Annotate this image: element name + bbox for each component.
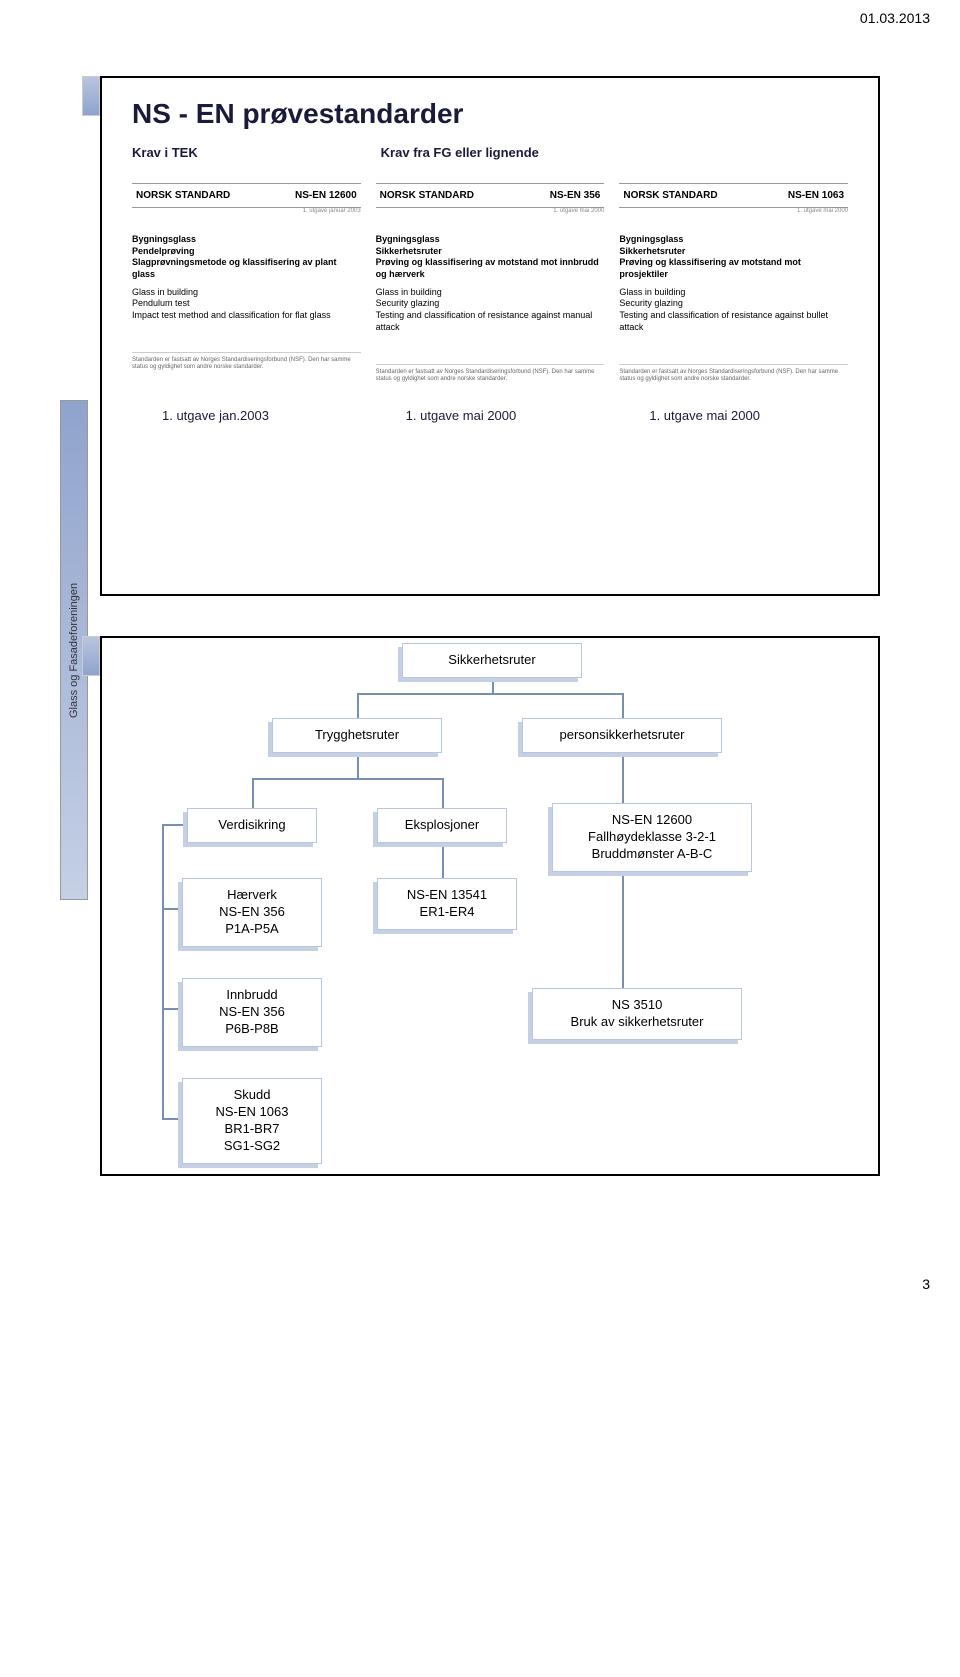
connector-13 [162,1118,182,1120]
connector-1 [357,693,359,718]
std-desc1-1: Glass in building [376,287,605,299]
std-desc2-1: Security glazing [376,298,605,310]
std-sub-2: 1. utgave mai 2000 [619,208,848,214]
slide-1: NS - EN prøvestandarder Krav i TEK Krav … [100,76,880,596]
col-header-0: Krav i TEK [132,145,366,160]
std-desc2-0: Pendulum test [132,298,361,310]
std-bold1-0: Bygningsglass [132,234,361,246]
std-bold2-1: Sikkerhetsruter [376,246,605,258]
edition-0: 1. utgave jan.2003 [132,408,361,423]
connector-5 [252,778,254,808]
std-bold1-1: Bygningsglass [376,234,605,246]
std-sub-1: 1. utgave mai 2000 [376,208,605,214]
connector-14 [442,840,444,878]
std-bold2-2: Sikkerhetsruter [619,246,848,258]
std-org-1: NORSK STANDARD [380,190,474,201]
connector-12 [162,1008,182,1010]
std-desc3-2: Testing and classification of resistance… [619,310,848,333]
node-haerverk: Hærverk NS-EN 356 P1A-P5A [182,878,322,947]
std-footer-1: Standarden er fastsatt av Norges Standar… [376,364,605,383]
std-bold2-0: Pendelprøving [132,246,361,258]
connector-4 [252,778,442,780]
std-code-0: NS-EN 12600 [295,190,357,201]
node-trygg: Trygghetsruter [272,718,442,753]
standard-0: NORSK STANDARD NS-EN 12600 1. utgave jan… [132,183,361,383]
connector-7 [357,750,359,778]
edition-2: 1. utgave mai 2000 [619,408,848,423]
node-eksplo: Eksplosjoner [377,808,507,843]
std-bold3-0: Slagprøvningsmetode og klassifisering av… [132,257,361,280]
slide1-header-row: Krav i TEK Krav fra FG eller lignende [132,145,848,168]
connector-11 [162,908,182,910]
node-person: personsikkerhetsruter [522,718,722,753]
node-nsen12600: NS-EN 12600 Fallhøydeklasse 3-2-1 Bruddm… [552,803,752,872]
flowchart-area: Sikkerhetsruter Trygghetsruter personsikke… [102,638,878,1174]
slide1-title: NS - EN prøvestandarder [132,98,848,130]
node-verdi: Verdisikring [187,808,317,843]
std-desc1-2: Glass in building [619,287,848,299]
std-bold3-1: Prøving og klassifisering av motstand mo… [376,257,605,280]
std-bold1-2: Bygningsglass [619,234,848,246]
std-org-0: NORSK STANDARD [136,190,230,201]
node-innbrudd: Innbrudd NS-EN 356 P6B-P8B [182,978,322,1047]
std-desc3-1: Testing and classification of resistance… [376,310,605,333]
date-header: 01.03.2013 [0,0,960,36]
std-desc1-0: Glass in building [132,287,361,299]
connector-8 [622,750,624,803]
standard-1: NORSK STANDARD NS-EN 356 1. utgave mai 2… [376,183,605,383]
std-footer-2: Standarden er fastsatt av Norges Standar… [619,364,848,383]
connector-15 [622,863,624,988]
slide-tab-1 [82,76,100,116]
std-sub-0: 1. utgave januar 2003 [132,208,361,214]
slide-tab-2 [82,636,100,676]
std-code-1: NS-EN 356 [550,190,601,201]
node-ns3510: NS 3510 Bruk av sikkerhetsruter [532,988,742,1040]
connector-10 [162,824,164,1118]
connector-9 [162,824,187,826]
standard-2: NORSK STANDARD NS-EN 1063 1. utgave mai … [619,183,848,383]
std-footer-0: Standarden er fastsatt av Norges Standar… [132,352,361,371]
slide1-standards-row: NORSK STANDARD NS-EN 12600 1. utgave jan… [132,183,848,383]
std-code-2: NS-EN 1063 [788,190,844,201]
slide-2: Sikkerhetsruter Trygghetsruter personsikke… [100,636,880,1176]
connector-0 [357,693,622,695]
std-org-2: NORSK STANDARD [623,190,717,201]
node-nsen13541: NS-EN 13541 ER1-ER4 [377,878,517,930]
connector-2 [622,693,624,718]
std-desc2-2: Security glazing [619,298,848,310]
node-skudd: Skudd NS-EN 1063 BR1-BR7 SG1-SG2 [182,1078,322,1164]
connector-6 [442,778,444,808]
edition-row: 1. utgave jan.2003 1. utgave mai 2000 1.… [132,408,848,423]
edition-1: 1. utgave mai 2000 [376,408,605,423]
node-root: Sikkerhetsruter [402,643,582,678]
std-desc3-0: Impact test method and classification fo… [132,310,361,322]
col-header-1: Krav fra FG eller lignende [381,145,848,160]
page-number: 3 [0,1216,960,1312]
std-bold3-2: Prøving og klassifisering av motstand mo… [619,257,848,280]
